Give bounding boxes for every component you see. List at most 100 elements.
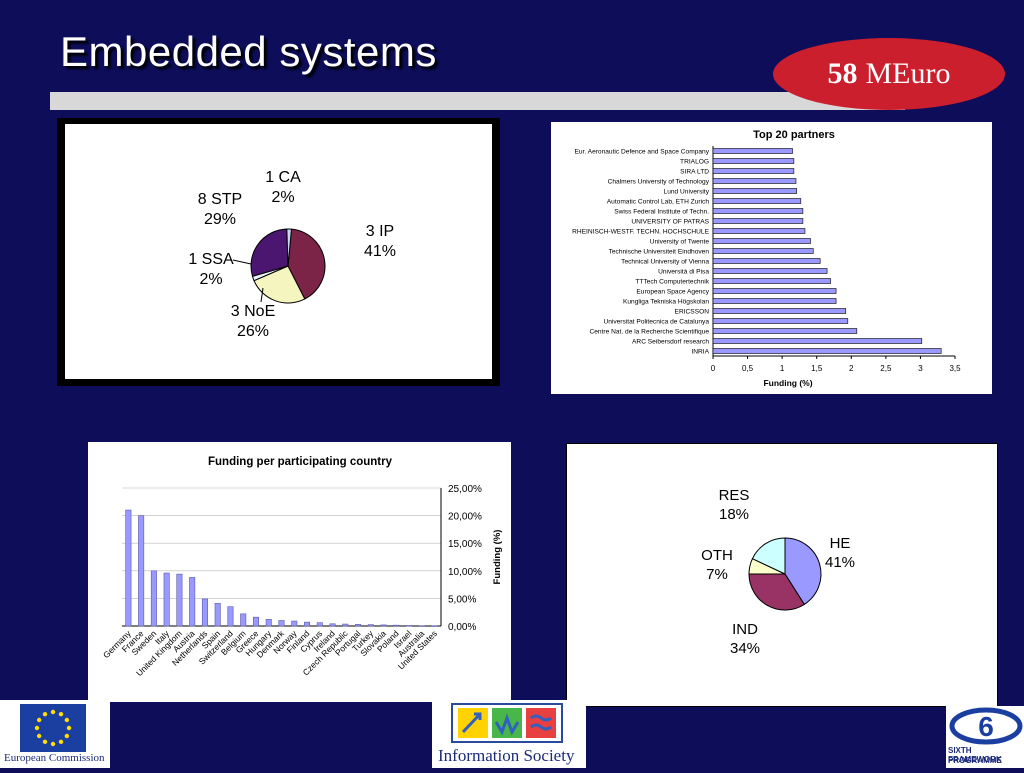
category-label: ARC Seibersdorf research [632,339,709,346]
org-type-pie-chart: HE 41% IND 34% OTH 7% RES 18% [701,487,855,657]
pie-slice-label: IND [732,621,758,638]
information-society-logo: Information Society [432,700,586,768]
bar [712,288,837,294]
pie-slice-percent: 34% [730,640,760,657]
bar [712,308,847,314]
eu-star-icon [42,711,48,717]
category-label: RHEINISCH-WESTF. TECHN. HOCHSCHULE [572,229,709,236]
pie-slice [751,537,786,575]
x-tick-label: 3,5 [949,364,961,373]
bar [418,625,425,627]
pie-slice-percent: 2% [271,189,294,206]
eu-star-icon [50,741,56,747]
pie-slice-label: 3 NoE [231,303,275,320]
slide-title: Embedded systems [60,28,437,75]
category-label: University of Twente [650,239,710,246]
chart-title: Funding per participating country [208,456,393,468]
bar [712,348,942,354]
eu-star-icon [50,709,56,715]
eu-star-icon [42,739,48,745]
bar [712,148,793,154]
leader-line [232,259,252,265]
category-label: UNIVERSITY OF PATRAS [631,219,709,226]
top-partners-chart: Top 20 partners 0 0,5 1 1,5 2 2,5 3 3,5 Eur. Aero… [572,129,961,388]
bar [367,624,374,627]
chart-title: Top 20 partners [753,129,835,141]
bar [125,509,132,627]
bar [227,606,234,627]
x-tick-label: 1,5 [811,364,823,373]
x-tick-label: 1 [780,364,785,373]
pie-slice [286,228,293,267]
instrument-pie-frame: 3 IP 41% 3 NoE 26% 1 SSA 2% 8 STP 29% 1 CA 2% [57,118,500,386]
pie-slice [250,228,289,277]
pie-slice-label: 8 STP [198,191,242,208]
pie-slice-label: HE [830,535,851,552]
country-funding-chart: Funding per participating country 0,00% 5,… [101,456,503,678]
bar [214,603,221,627]
bar [712,228,806,234]
bar [304,621,311,627]
y-axis-title: Funding (%) [492,530,503,585]
bar [712,188,797,194]
category-label: Chalmers University of Technology [608,179,710,186]
eu-star-icon [64,733,70,739]
eu-star-icon [64,717,70,723]
pie-slice-label: 1 SSA [188,251,234,268]
funding-badge: 58 MEuro [773,38,1005,110]
bar [189,577,196,627]
x-tick-label: 3 [918,364,923,373]
bar [252,616,259,627]
leader-line [260,287,264,303]
category-label: Centre Nat. de la Recherche Scientifique [590,329,710,336]
bar [291,620,298,627]
bar [712,328,858,334]
bar [329,623,336,627]
y-tick-label: 0,00% [448,622,476,633]
category-label: TRIALOG [680,159,709,166]
bar [431,625,438,627]
category-label: ERICSSON [675,309,710,316]
bar [406,625,413,627]
category-label: INRIA [691,349,709,356]
pie-slice-percent: 41% [364,243,396,260]
y-tick-label: 25,00% [448,484,482,495]
bar [712,168,795,174]
top-partners-panel: Top 20 partners 0 0,5 1 1,5 2 2,5 3 3,5 Eur. Aero… [551,122,992,394]
category-label: TTTech Computertechnik [635,279,709,286]
bar [201,598,208,627]
title-underline [50,92,905,110]
y-tick-label: 10,00% [448,567,482,578]
bar [712,178,797,184]
sixth-framework-logo: 6 SIXTH FRAMEWORK PROGRAMME [946,706,1024,768]
category-label: Lund University [664,189,710,196]
fp6-logo-line1: SIXTH FRAMEWORK [948,746,1002,764]
pie-slice-label: OTH [701,547,733,564]
x-tick-label: 0 [711,364,716,373]
badge-unit: MEuro [865,57,951,90]
pie-slice-percent: 26% [237,323,269,340]
bar [712,338,923,344]
category-label: Kungliga Tekniska Högskolan [623,299,709,306]
is-logo-text: Information Society [438,746,575,765]
category-label: Automatic Control Lab, ETH Zurich [607,199,710,206]
x-tick-label: 2 [849,364,854,373]
bar [712,238,811,244]
category-label: Università di Pisa [658,269,709,276]
y-tick-label: 15,00% [448,539,482,550]
bar [265,619,272,627]
bar [176,573,183,627]
bar [712,278,831,284]
category-label: SIRA LTD [680,169,709,176]
x-tick-label: 2,5 [880,364,892,373]
fp6-logo-line2: PROGRAMME [948,756,1002,765]
pie-slice-label: 3 IP [366,223,394,240]
bar [712,318,849,324]
y-tick-label: 20,00% [448,512,482,523]
ec-logo-text: European Commission [4,752,105,764]
pie-slice-percent: 2% [199,271,222,288]
eu-star-icon [36,733,42,739]
category-label: Technische Universiteit Eindhoven [609,249,710,256]
bar [355,624,362,627]
x-tick-label: 0,5 [742,364,754,373]
